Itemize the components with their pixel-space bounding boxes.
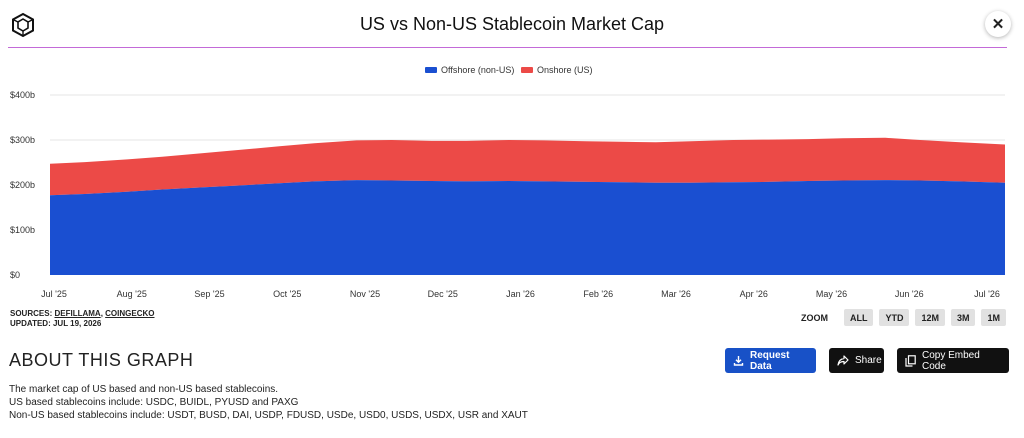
zoom-12m-button[interactable]: 12M [915,309,945,326]
x-tick-label: Dec '25 [428,289,458,299]
about-line: The market cap of US based and non-US ba… [9,384,279,395]
about-title: ABOUT THIS GRAPH [9,350,194,370]
copy-embed-code-label: Copy Embed Code [922,349,980,372]
y-tick-label: $200b [10,180,35,190]
x-tick-label: May '26 [816,289,847,299]
zoom-label: ZOOM [800,312,828,323]
share-icon [837,355,849,366]
sources-label: SOURCES: [10,309,53,318]
x-tick-label: Jul '25 [41,289,67,299]
source-link-coingecko[interactable]: COINGECKO [105,309,155,318]
x-tick-label: Oct '25 [273,289,301,299]
zoom-3m-button[interactable]: 3M [950,309,976,326]
offshore-area [50,180,1005,275]
x-tick-label: Nov '25 [350,289,380,299]
sources-separator: , [100,309,103,318]
x-tick-label: Mar '26 [661,289,691,299]
title-divider [8,47,1007,48]
logo-icon [10,12,36,38]
x-tick-label: Jun '26 [895,289,924,299]
request-data-label: Request Data [750,349,790,372]
x-tick-label: Aug '25 [117,289,147,299]
legend-swatch-onshore [521,67,533,73]
share-label: Share [855,355,882,366]
x-tick-label: Jul '26 [974,289,1000,299]
close-button[interactable]: ✕ [985,11,1011,37]
sources-block: SOURCES: DEFILLAMA, COINGECKO UPDATED: J… [10,309,155,329]
zoom-all-button[interactable]: ALL [843,309,874,326]
page-title: US vs Non-US Stablecoin Market Cap [359,14,665,34]
y-tick-label: $100b [10,225,35,235]
copy-icon [905,354,916,367]
zoom-1m-button[interactable]: 1M [981,309,1006,326]
copy-embed-code-button[interactable]: Copy Embed Code [897,348,1009,373]
zoom-controls: ZOOM ALL YTD 12M 3M 1M [801,309,1006,326]
about-line: Non-US based stablecoins include: USDT, … [9,410,528,421]
x-tick-label: Sep '25 [194,289,224,299]
y-tick-label: $300b [10,135,35,145]
y-tick-label: $400b [10,90,35,100]
legend-swatch-offshore [425,67,437,73]
zoom-ytd-button[interactable]: YTD [879,309,910,326]
download-icon [733,356,744,366]
updated-date: UPDATED: JUL 19, 2026 [10,319,102,328]
stacked-area-chart: $0 $100b $200b $300b $400b Jul '25 Aug '25 Sep … [10,65,1005,299]
about-line: US based stablecoins include: USDC, BUID… [9,397,299,408]
x-tick-label: Feb '26 [583,289,613,299]
legend-label-onshore: Onshore (US) [537,65,593,75]
x-tick-label: Apr '26 [740,289,768,299]
close-icon: ✕ [991,16,1005,33]
legend-label-offshore: Offshore (non-US) [441,65,514,75]
source-link-defillama[interactable]: DEFILLAMA [54,309,101,318]
y-tick-label: $0 [10,270,20,280]
onshore-area [50,137,1005,196]
x-tick-label: Jan '26 [506,289,535,299]
share-button[interactable]: Share [829,348,884,373]
request-data-button[interactable]: Request Data [725,348,816,373]
about-description: The market cap of US based and non-US ba… [9,383,528,422]
